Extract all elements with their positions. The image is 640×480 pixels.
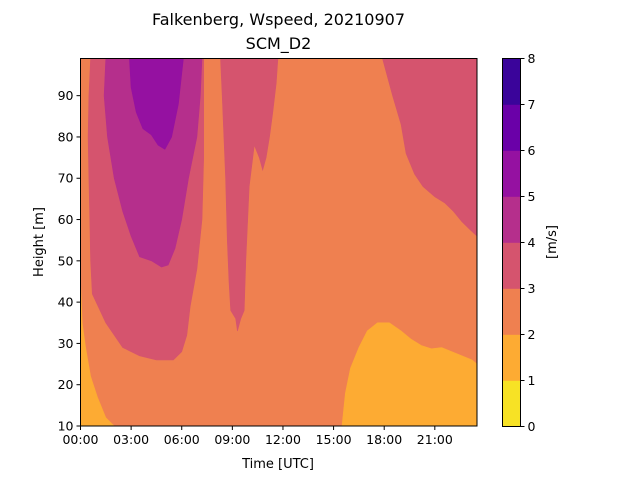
- contour-region: [129, 58, 184, 150]
- y-axis: 10 20 30 40 50 60 70 80 90: [58, 88, 81, 434]
- y-tick-label: 40: [58, 295, 74, 310]
- x-tick-label: 09:00: [214, 432, 250, 447]
- colorbar-band: [502, 104, 521, 151]
- colorbar-band: [502, 58, 521, 105]
- colorbar-band: [502, 334, 521, 381]
- x-tick-label: 21:00: [417, 432, 453, 447]
- chart-title: Falkenberg, Wspeed, 20210907: [151, 10, 406, 29]
- y-tick-label: 80: [58, 129, 74, 144]
- colorbar-tick-label: 1: [528, 373, 536, 388]
- y-tick-label: 50: [58, 253, 74, 268]
- x-axis: 00:00 03:00 06:00 09:00 12:00 15:00 18:00 21:00: [62, 426, 453, 447]
- x-axis-label: Time [UTC]: [241, 457, 314, 472]
- y-tick-label: 60: [58, 212, 74, 227]
- colorbar-tick-label: 2: [528, 327, 536, 342]
- colorbar: 0 1 2 3 4 5 6 7 8: [502, 51, 536, 434]
- plot-area: [80, 58, 478, 427]
- colorbar-tick-label: 5: [528, 189, 536, 204]
- x-tick-label: 18:00: [366, 432, 402, 447]
- y-tick-label: 20: [58, 377, 74, 392]
- chart-subtitle: SCM_D2: [245, 34, 312, 53]
- y-tick-label: 10: [58, 419, 74, 434]
- y-tick-label: 70: [58, 171, 74, 186]
- colorbar-tick-label: 6: [528, 143, 536, 158]
- x-tick-label: 06:00: [164, 432, 200, 447]
- contour-region: [382, 58, 477, 237]
- colorbar-tick-label: 7: [528, 97, 536, 112]
- colorbar-band: [502, 196, 521, 243]
- y-axis-label: Height [m]: [32, 207, 47, 277]
- colorbar-tick-label: 4: [528, 235, 536, 250]
- x-tick-label: 15:00: [316, 432, 352, 447]
- colorbar-band: [502, 150, 521, 197]
- contour-region: [103, 58, 203, 268]
- colorbar-label: [m/s]: [545, 225, 560, 259]
- colorbar-tick-label: 0: [528, 419, 536, 434]
- x-tick-label: 12:00: [265, 432, 301, 447]
- contour-region: [341, 322, 477, 426]
- colorbar-band: [502, 242, 521, 289]
- y-tick-label: 30: [58, 336, 74, 351]
- colorbar-tick-label: 8: [528, 51, 536, 66]
- colorbar-band: [502, 288, 521, 335]
- plot-frame: [80, 58, 478, 427]
- x-tick-label: 03:00: [113, 432, 149, 447]
- y-tick-label: 90: [58, 88, 74, 103]
- colorbar-tick-label: 3: [528, 281, 536, 296]
- contour-region: [80, 281, 115, 426]
- x-tick-label: 00:00: [62, 432, 98, 447]
- colorbar-band: [502, 380, 521, 427]
